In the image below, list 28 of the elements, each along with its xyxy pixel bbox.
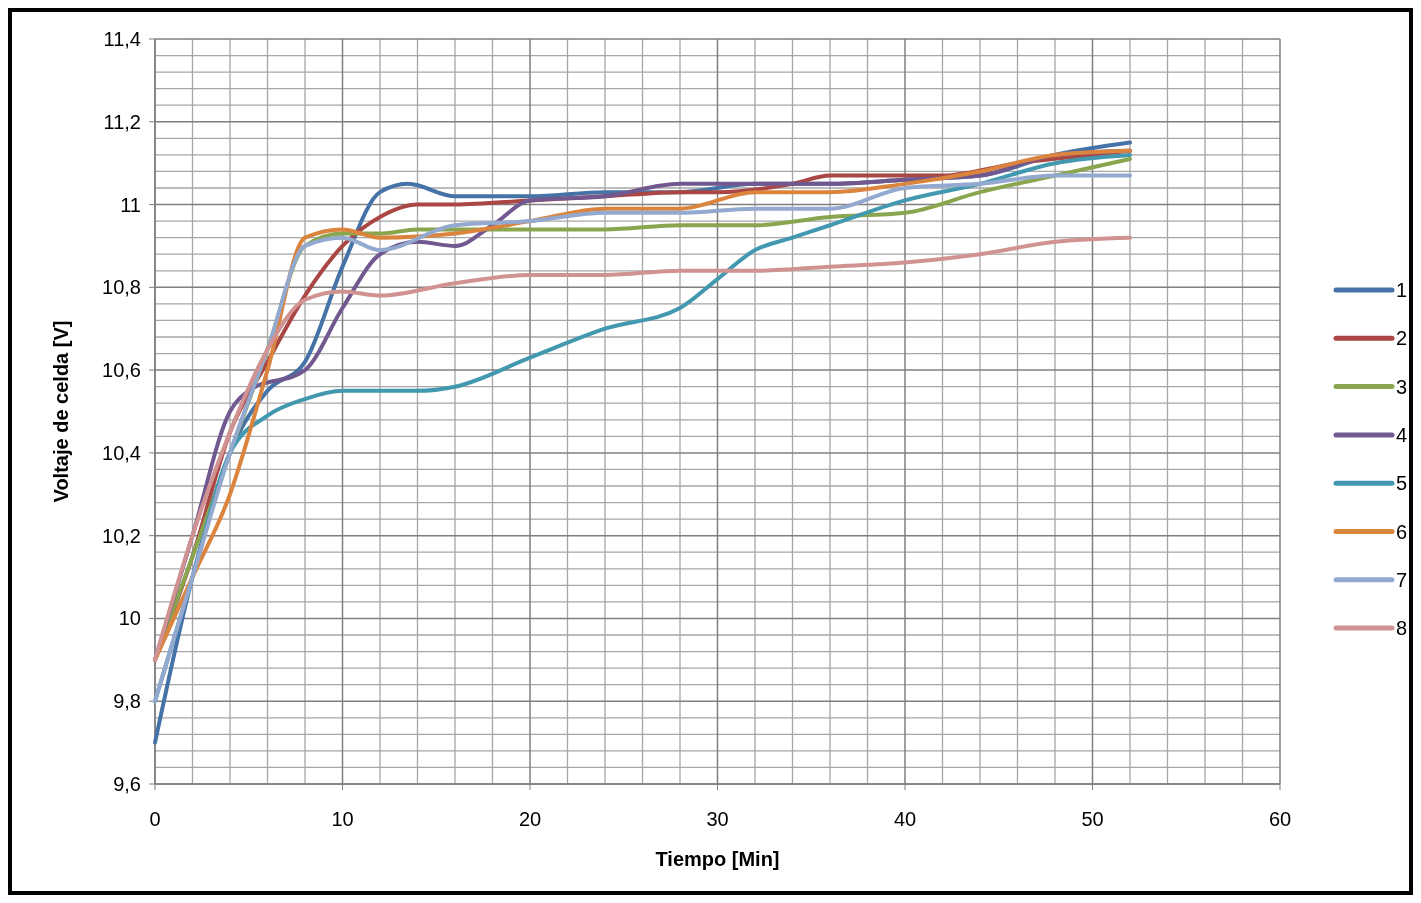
y-tick-label: 11,4 [103,28,141,50]
x-tick-label: 60 [1268,808,1292,830]
y-tick-label: 10,2 [102,524,141,547]
y-tick-label: 10,4 [102,441,141,464]
legend-label: 4 [1396,423,1408,446]
x-tick-label: 20 [518,808,542,830]
x-tick-label: 40 [893,808,917,830]
y-tick-label: 10,8 [102,276,141,299]
x-tick-label: 10 [331,808,354,830]
legend-label: 3 [1396,375,1408,398]
x-tick-label: 50 [1081,808,1104,830]
legend-label: 2 [1396,327,1408,350]
x-axis-title: Tiempo [Min] [655,848,780,870]
legend-label: 6 [1396,520,1408,543]
y-tick-label: 11 [120,193,141,216]
legend-label: 1 [1396,279,1408,301]
y-tick-label: 10 [118,607,141,630]
x-tick-label: 0 [149,808,161,830]
y-tick-label: 9,6 [113,773,141,795]
legend-label: 5 [1396,472,1408,495]
x-tick-label: 30 [706,808,729,830]
y-tick-label: 10,6 [102,359,141,382]
y-tick-label: 9,8 [113,690,141,713]
line-series [153,235,1132,662]
y-axis-title: Voltaje de celda [V] [50,320,72,503]
legend-label: 8 [1396,617,1408,640]
legend-label: 7 [1396,568,1408,591]
y-tick-label: 11,2 [103,110,141,133]
